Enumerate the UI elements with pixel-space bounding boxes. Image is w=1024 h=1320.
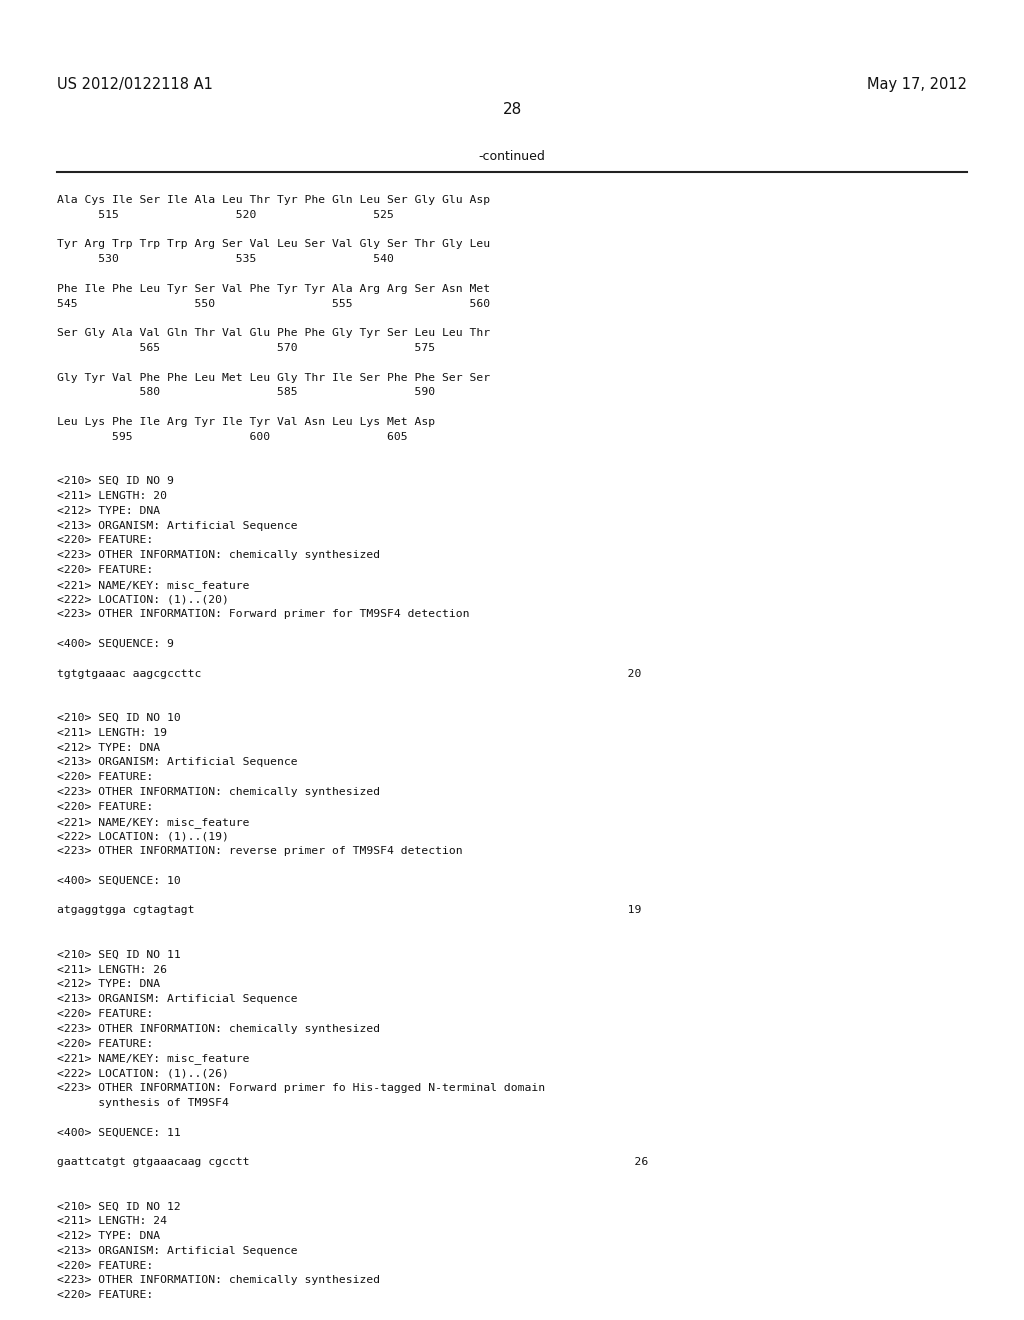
Text: <210> SEQ ID NO 12: <210> SEQ ID NO 12	[57, 1201, 181, 1212]
Text: <222> LOCATION: (1)..(20): <222> LOCATION: (1)..(20)	[57, 594, 229, 605]
Text: <223> OTHER INFORMATION: Forward primer for TM9SF4 detection: <223> OTHER INFORMATION: Forward primer …	[57, 610, 469, 619]
Text: <220> FEATURE:: <220> FEATURE:	[57, 536, 154, 545]
Text: <211> LENGTH: 19: <211> LENGTH: 19	[57, 727, 167, 738]
Text: 515                 520                 525: 515 520 525	[57, 210, 394, 220]
Text: Leu Lys Phe Ile Arg Tyr Ile Tyr Val Asn Leu Lys Met Asp: Leu Lys Phe Ile Arg Tyr Ile Tyr Val Asn …	[57, 417, 435, 426]
Text: <223> OTHER INFORMATION: reverse primer of TM9SF4 detection: <223> OTHER INFORMATION: reverse primer …	[57, 846, 463, 857]
Text: <211> LENGTH: 24: <211> LENGTH: 24	[57, 1216, 167, 1226]
Text: 580                 585                 590: 580 585 590	[57, 387, 435, 397]
Text: Phe Ile Phe Leu Tyr Ser Val Phe Tyr Tyr Ala Arg Arg Ser Asn Met: Phe Ile Phe Leu Tyr Ser Val Phe Tyr Tyr …	[57, 284, 490, 294]
Text: <220> FEATURE:: <220> FEATURE:	[57, 1290, 154, 1300]
Text: 530                 535                 540: 530 535 540	[57, 255, 394, 264]
Text: <220> FEATURE:: <220> FEATURE:	[57, 1008, 154, 1019]
Text: synthesis of TM9SF4: synthesis of TM9SF4	[57, 1098, 229, 1107]
Text: <220> FEATURE:: <220> FEATURE:	[57, 565, 154, 576]
Text: <210> SEQ ID NO 11: <210> SEQ ID NO 11	[57, 950, 181, 960]
Text: <220> FEATURE:: <220> FEATURE:	[57, 1261, 154, 1271]
Text: 595                 600                 605: 595 600 605	[57, 432, 408, 442]
Text: 545                 550                 555                 560: 545 550 555 560	[57, 298, 490, 309]
Text: <212> TYPE: DNA: <212> TYPE: DNA	[57, 506, 160, 516]
Text: -continued: -continued	[478, 150, 546, 164]
Text: <221> NAME/KEY: misc_feature: <221> NAME/KEY: misc_feature	[57, 1053, 250, 1064]
Text: <212> TYPE: DNA: <212> TYPE: DNA	[57, 1232, 160, 1241]
Text: <210> SEQ ID NO 9: <210> SEQ ID NO 9	[57, 477, 174, 486]
Text: <220> FEATURE:: <220> FEATURE:	[57, 772, 154, 783]
Text: May 17, 2012: May 17, 2012	[867, 78, 967, 92]
Text: gaattcatgt gtgaaacaag cgcctt                                                    : gaattcatgt gtgaaacaag cgcctt	[57, 1158, 648, 1167]
Text: tgtgtgaaac aagcgccttc                                                           : tgtgtgaaac aagcgccttc	[57, 669, 641, 678]
Text: Gly Tyr Val Phe Phe Leu Met Leu Gly Thr Ile Ser Phe Phe Ser Ser: Gly Tyr Val Phe Phe Leu Met Leu Gly Thr …	[57, 372, 490, 383]
Text: <213> ORGANISM: Artificial Sequence: <213> ORGANISM: Artificial Sequence	[57, 1246, 298, 1255]
Text: <222> LOCATION: (1)..(26): <222> LOCATION: (1)..(26)	[57, 1068, 229, 1078]
Text: <220> FEATURE:: <220> FEATURE:	[57, 801, 154, 812]
Text: 565                 570                 575: 565 570 575	[57, 343, 435, 352]
Text: <211> LENGTH: 26: <211> LENGTH: 26	[57, 965, 167, 974]
Text: 28: 28	[503, 103, 521, 117]
Text: <210> SEQ ID NO 10: <210> SEQ ID NO 10	[57, 713, 181, 723]
Text: atgaggtgga cgtagtagt                                                            : atgaggtgga cgtagtagt	[57, 906, 641, 915]
Text: <223> OTHER INFORMATION: chemically synthesized: <223> OTHER INFORMATION: chemically synt…	[57, 787, 380, 797]
Text: <223> OTHER INFORMATION: Forward primer fo His-tagged N-terminal domain: <223> OTHER INFORMATION: Forward primer …	[57, 1082, 545, 1093]
Text: Tyr Arg Trp Trp Trp Arg Ser Val Leu Ser Val Gly Ser Thr Gly Leu: Tyr Arg Trp Trp Trp Arg Ser Val Leu Ser …	[57, 239, 490, 249]
Text: <400> SEQUENCE: 9: <400> SEQUENCE: 9	[57, 639, 174, 649]
Text: <400> SEQUENCE: 11: <400> SEQUENCE: 11	[57, 1127, 181, 1138]
Text: <222> LOCATION: (1)..(19): <222> LOCATION: (1)..(19)	[57, 832, 229, 841]
Text: <211> LENGTH: 20: <211> LENGTH: 20	[57, 491, 167, 502]
Text: <212> TYPE: DNA: <212> TYPE: DNA	[57, 979, 160, 990]
Text: <400> SEQUENCE: 10: <400> SEQUENCE: 10	[57, 875, 181, 886]
Text: <223> OTHER INFORMATION: chemically synthesized: <223> OTHER INFORMATION: chemically synt…	[57, 550, 380, 560]
Text: <220> FEATURE:: <220> FEATURE:	[57, 1039, 154, 1048]
Text: <213> ORGANISM: Artificial Sequence: <213> ORGANISM: Artificial Sequence	[57, 758, 298, 767]
Text: Ser Gly Ala Val Gln Thr Val Glu Phe Phe Gly Tyr Ser Leu Leu Thr: Ser Gly Ala Val Gln Thr Val Glu Phe Phe …	[57, 329, 490, 338]
Text: <221> NAME/KEY: misc_feature: <221> NAME/KEY: misc_feature	[57, 579, 250, 591]
Text: <223> OTHER INFORMATION: chemically synthesized: <223> OTHER INFORMATION: chemically synt…	[57, 1275, 380, 1286]
Text: <223> OTHER INFORMATION: chemically synthesized: <223> OTHER INFORMATION: chemically synt…	[57, 1024, 380, 1034]
Text: <212> TYPE: DNA: <212> TYPE: DNA	[57, 743, 160, 752]
Text: <213> ORGANISM: Artificial Sequence: <213> ORGANISM: Artificial Sequence	[57, 520, 298, 531]
Text: Ala Cys Ile Ser Ile Ala Leu Thr Tyr Phe Gln Leu Ser Gly Glu Asp: Ala Cys Ile Ser Ile Ala Leu Thr Tyr Phe …	[57, 195, 490, 205]
Text: <213> ORGANISM: Artificial Sequence: <213> ORGANISM: Artificial Sequence	[57, 994, 298, 1005]
Text: US 2012/0122118 A1: US 2012/0122118 A1	[57, 78, 213, 92]
Text: <221> NAME/KEY: misc_feature: <221> NAME/KEY: misc_feature	[57, 817, 250, 828]
